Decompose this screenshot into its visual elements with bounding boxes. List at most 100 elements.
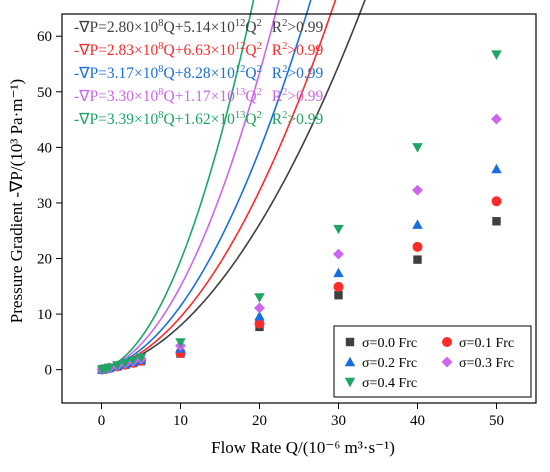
equation-part: 2: [257, 64, 262, 75]
data-point-circle: [333, 281, 344, 292]
equation-part: >0.99: [287, 88, 323, 105]
data-point-triangle-down: [333, 224, 344, 235]
equation-part: 2: [257, 87, 262, 98]
y-tick-label: 30: [37, 196, 52, 212]
data-point-triangle-down: [491, 50, 502, 60]
equation-part: 13: [235, 87, 246, 98]
equation-part: Q: [245, 42, 256, 59]
y-axis-title: Pressure Gradient -∇P/(10³ Pa·m⁻¹): [7, 79, 26, 323]
equation-part: 8: [158, 64, 163, 75]
fit-equations: -∇P=2.80×108Q+5.14×1012Q2 R2>0.99-∇P=2.83…: [74, 18, 323, 128]
axes: 0 10 20 30 40 50 0 10 20 30 40 50 60: [37, 13, 537, 429]
data-point-triangle-down: [119, 358, 131, 369]
equation-part: 2: [282, 87, 287, 98]
equation-part: Q+1.62×10: [164, 111, 236, 128]
equation-part: R: [272, 42, 283, 59]
equation-part: Q: [245, 19, 256, 36]
equation-part: Q+6.63×10: [164, 42, 236, 59]
data-point-triangle-down: [112, 361, 123, 371]
equation-part: -∇P=3.30×10: [74, 88, 159, 105]
legend-label: σ=0.4 Frc: [362, 376, 417, 391]
legend-label: σ=0.2 Frc: [362, 356, 417, 371]
equation-part: 12: [235, 41, 246, 52]
data-point-square: [413, 255, 422, 264]
data-point-triangle-up: [333, 267, 344, 278]
equation-part: -∇P=2.80×10: [74, 19, 159, 36]
fit-equation: -∇P=3.39×108Q+1.62×1013Q2 R2>0.99: [74, 110, 323, 128]
equation-part: 2: [282, 41, 287, 52]
equation-part: >0.99: [287, 19, 323, 36]
x-tick-label: 50: [489, 413, 504, 429]
fit-curve: [101, 0, 312, 371]
equation-part: -∇P=2.83×10: [74, 42, 159, 59]
data-point-diamond: [333, 248, 344, 260]
data-point-triangle-down: [175, 338, 186, 348]
data-point-diamond: [254, 302, 265, 314]
legend-label: σ=0.3 Frc: [459, 356, 514, 371]
equation-part: Q: [245, 65, 256, 82]
data-point-circle: [442, 337, 452, 347]
x-tick-label: 40: [410, 413, 425, 429]
equation-part: -∇P=3.39×10: [74, 111, 159, 128]
equation-part: 12: [235, 18, 246, 29]
data-point-circle: [254, 318, 265, 329]
data-point-triangle-down: [254, 293, 265, 303]
equation-part: 8: [158, 18, 163, 29]
x-tick-label: 0: [98, 413, 106, 429]
fit-equation: -∇P=2.83×108Q+6.63×1012Q2 R2>0.99: [74, 41, 323, 59]
equation-part: 12: [235, 64, 246, 75]
equation-part: 8: [158, 41, 163, 52]
data-point-square: [492, 217, 501, 226]
y-tick-label: 40: [37, 140, 52, 156]
y-tick-label: 50: [37, 85, 52, 101]
data-point-diamond: [441, 356, 453, 368]
data-point-triangle-up: [412, 219, 423, 229]
fit-curve: [101, 0, 337, 371]
data-points: [96, 50, 502, 375]
data-point-triangle-up: [491, 163, 502, 174]
legend-label: σ=0.1 Frc: [459, 336, 514, 351]
equation-part: 2: [257, 18, 262, 29]
y-tick-label: 20: [37, 252, 52, 268]
fit-curve: [101, 0, 255, 371]
equation-part: Q: [245, 88, 256, 105]
equation-part: 2: [282, 18, 287, 29]
equation-part: Q: [245, 111, 256, 128]
equation-part: 8: [158, 110, 163, 121]
data-point-triangle-up: [254, 311, 265, 321]
data-point-circle: [412, 241, 423, 252]
equation-part: >0.99: [287, 111, 323, 128]
equation-part: 2: [257, 110, 262, 121]
data-point-diamond: [491, 113, 502, 125]
data-point-square: [345, 337, 355, 347]
data-point-diamond: [412, 184, 423, 196]
fit-equation: -∇P=2.80×108Q+5.14×1012Q2 R2>0.99: [74, 18, 323, 36]
equation-part: R: [272, 19, 283, 36]
legend-box: [333, 325, 532, 398]
equation-part: R: [272, 88, 283, 105]
equation-part: 2: [282, 110, 287, 121]
equation-part: 8: [158, 87, 163, 98]
equation-part: R: [272, 65, 283, 82]
equation-part: Q+8.28×10: [164, 65, 236, 82]
x-tick-label: 20: [252, 413, 267, 429]
fit-equation: -∇P=3.30×108Q+1.17×1013Q2 R2>0.99: [74, 87, 323, 105]
equation-part: -∇P=3.17×10: [74, 65, 159, 82]
legend-label: σ=0.0 Frc: [362, 336, 417, 351]
y-tick-label: 60: [37, 29, 52, 45]
y-tick-label: 0: [45, 363, 53, 379]
equation-part: 2: [257, 41, 262, 52]
fit-curves: [101, 0, 366, 371]
equation-part: 13: [235, 110, 246, 121]
data-point-triangle-down: [344, 377, 356, 388]
equation-part: Q+5.14×10: [164, 19, 236, 36]
data-point-triangle-down: [104, 363, 115, 373]
legend: σ=0.0 Frc σ=0.1 Frc σ=0.2 Frc σ=0.3 Frc σ=0.…: [333, 325, 532, 398]
x-tick-label: 30: [331, 413, 346, 429]
y-tick-label: 10: [37, 307, 52, 323]
data-point-square: [334, 290, 343, 300]
fit-curve: [101, 0, 366, 371]
data-point-triangle-down: [135, 353, 147, 363]
x-axis-title: Flow Rate Q/(10⁻⁶ m³·s⁻¹): [211, 438, 395, 457]
